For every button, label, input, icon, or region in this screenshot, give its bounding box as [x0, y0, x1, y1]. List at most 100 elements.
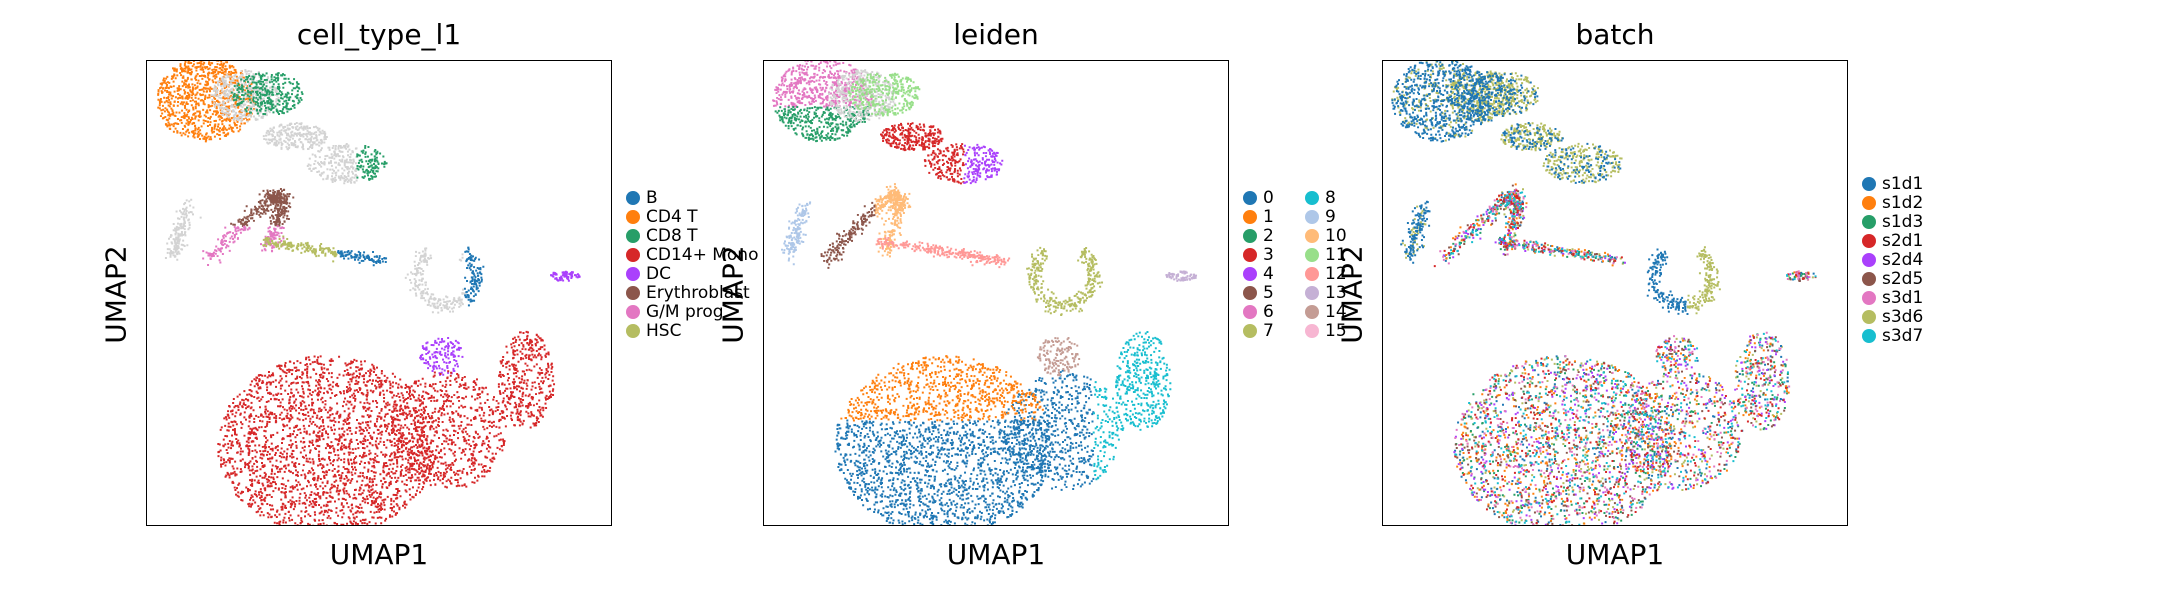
point-group [337, 246, 485, 307]
legend-label: HSC [646, 321, 682, 341]
legend-label: Erythroblast [646, 283, 750, 303]
x-axis-label: UMAP1 [329, 538, 429, 571]
scatter-point-set [820, 201, 876, 269]
point-group [230, 72, 388, 181]
point-group [781, 201, 812, 266]
plot-area [1382, 60, 1848, 526]
legend-item-12: 12 [1305, 264, 1347, 284]
legend-marker [626, 248, 640, 262]
scatter-point-set [202, 225, 285, 267]
legend-label: B [646, 188, 658, 208]
scatter-plot [1391, 61, 1817, 525]
legend-label: CD4 T [646, 207, 698, 227]
scatter-point-set [874, 183, 912, 258]
legend-item-cd14-mono: CD14+ Mono [626, 245, 758, 265]
legend-item-1: 1 [1243, 207, 1274, 227]
legend-item-s2d4: s2d4 [1862, 250, 1923, 270]
legend-marker [1305, 210, 1319, 224]
legend-marker [626, 267, 640, 281]
legend-label: 2 [1263, 226, 1274, 246]
scatter-point-set [847, 72, 921, 117]
point-group [217, 330, 556, 525]
scatter-point-set [880, 122, 965, 185]
scatter-point-set [1445, 183, 1810, 525]
scatter-point-set [827, 69, 896, 122]
point-group [847, 72, 921, 117]
legend-item-cd8-t: CD8 T [626, 226, 698, 246]
chart-title: batch [1575, 18, 1655, 51]
legend-label: 9 [1325, 207, 1336, 227]
legend-marker [1862, 253, 1876, 267]
point-group [1092, 331, 1172, 481]
legend-label: 11 [1325, 245, 1347, 265]
legend-marker [1243, 210, 1257, 224]
plot-area [146, 60, 612, 526]
chart-title: leiden [953, 18, 1039, 51]
legend-label: 14 [1325, 302, 1347, 322]
point-group [1026, 246, 1104, 317]
y-axis-label: UMAP2 [1335, 245, 1369, 344]
scatter-point-set [834, 369, 1095, 525]
point-group [774, 105, 871, 143]
point-group [880, 122, 965, 185]
legend-marker [1243, 191, 1257, 205]
legend-label: s2d5 [1882, 269, 1924, 289]
legend-label: CD8 T [646, 226, 698, 246]
legend-label: 12 [1325, 264, 1347, 284]
point-group [875, 236, 1011, 269]
point-group [262, 235, 338, 263]
scatter-point-set [963, 143, 1004, 185]
legend-marker [1305, 191, 1319, 205]
legend-item-s3d1: s3d1 [1862, 288, 1923, 308]
point-group [419, 270, 581, 376]
legend-item-g-m-prog: G/M prog [626, 302, 724, 322]
legend-label: s3d6 [1882, 307, 1924, 327]
x-axis-label: UMAP1 [1565, 538, 1665, 571]
legend-item-8: 8 [1305, 188, 1336, 208]
legend-marker [1243, 229, 1257, 243]
legend-item-cd4-t: CD4 T [626, 207, 698, 227]
legend-label: 5 [1263, 283, 1274, 303]
legend-item-4: 4 [1243, 264, 1274, 284]
legend-label: 6 [1263, 302, 1274, 322]
point-group [230, 187, 295, 227]
legend-marker [1862, 196, 1876, 210]
legend-marker [1305, 305, 1319, 319]
legend-label: s1d1 [1882, 174, 1924, 194]
scatter-point-set [774, 105, 871, 143]
scatter-point-set [875, 236, 1011, 269]
legend-marker [1305, 286, 1319, 300]
scatter-point-set [262, 235, 338, 263]
point-group [874, 183, 912, 258]
y-axis-label: UMAP2 [99, 245, 133, 344]
legend-label: 7 [1263, 321, 1274, 341]
legend-marker [1305, 267, 1319, 281]
scatter-point-set [840, 355, 1044, 422]
legend-item-5: 5 [1243, 283, 1274, 303]
legend-marker [1862, 291, 1876, 305]
legend-item-11: 11 [1305, 245, 1347, 265]
legend-label: s1d2 [1882, 193, 1924, 213]
scatter-point-set [1026, 246, 1104, 317]
scatter-point-set [1036, 337, 1081, 377]
legend-marker [1243, 324, 1257, 338]
legend-item-s2d1: s2d1 [1862, 231, 1923, 251]
legend-label: s3d1 [1882, 288, 1924, 308]
legend-item-10: 10 [1305, 226, 1347, 246]
legend-marker [626, 191, 640, 205]
legend-marker [1305, 324, 1319, 338]
legend-label: 4 [1263, 264, 1274, 284]
legend-marker [1305, 229, 1319, 243]
scatter-point-set [1165, 270, 1198, 282]
legend-label: G/M prog [646, 302, 724, 322]
scatter-point-set [1442, 189, 1809, 525]
legend-marker [1862, 329, 1876, 343]
legend-marker [1862, 310, 1876, 324]
point-group [1391, 61, 1815, 525]
chart-title: cell_type_l1 [296, 18, 462, 51]
point-group [840, 355, 1044, 422]
scatter-point-set [419, 270, 581, 376]
scatter-point-set [230, 72, 388, 181]
point-group [1442, 189, 1809, 525]
legend-item-14: 14 [1305, 302, 1347, 322]
